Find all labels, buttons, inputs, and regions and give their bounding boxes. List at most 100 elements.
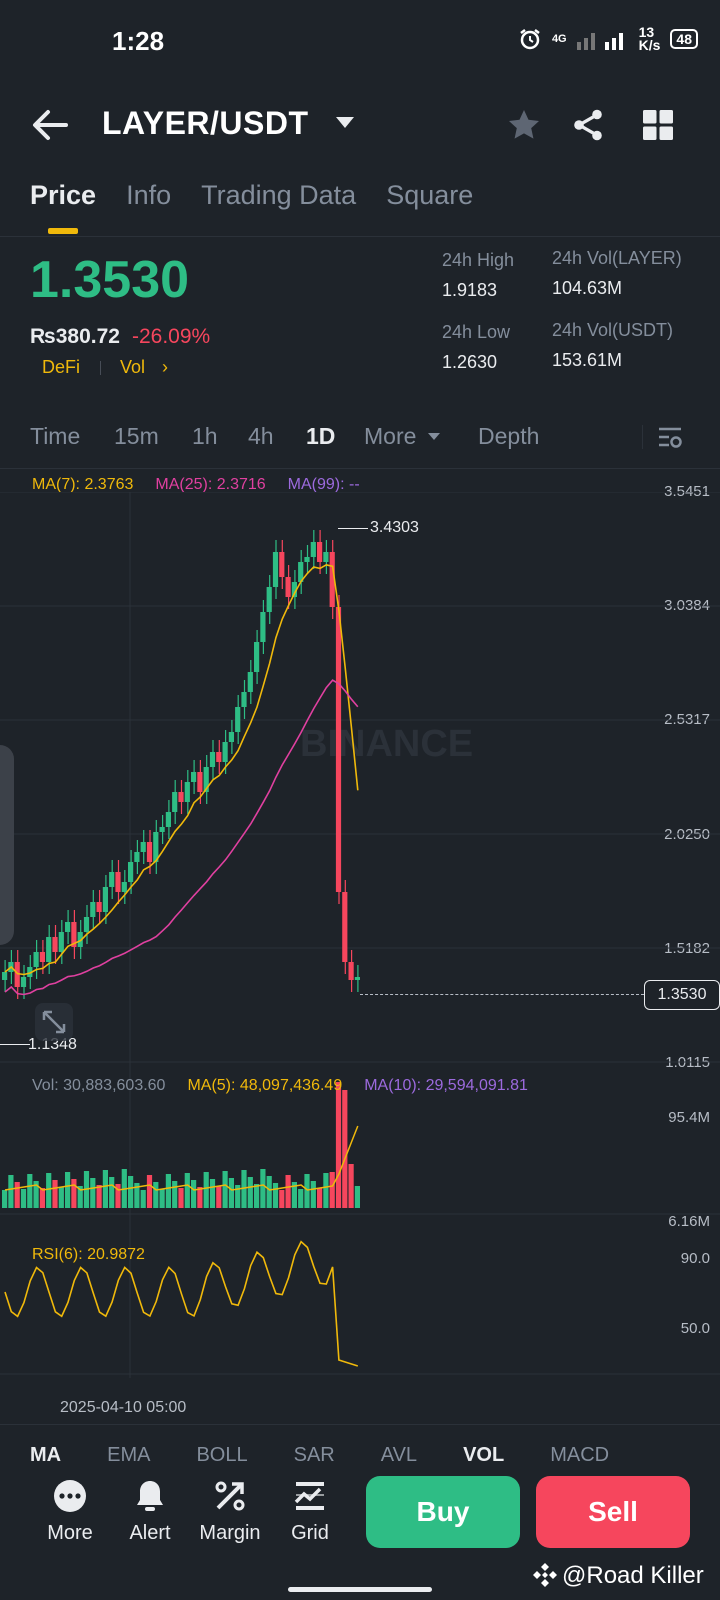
candle-body	[52, 937, 58, 952]
tab-square[interactable]: Square	[386, 180, 474, 210]
interval-depth[interactable]: Depth	[478, 423, 540, 449]
network-type: 4G	[551, 33, 567, 45]
candle-body	[209, 752, 216, 767]
side-drawer-handle[interactable]	[0, 745, 14, 945]
star-icon[interactable]	[506, 107, 542, 143]
volume-bar	[90, 1178, 96, 1208]
low-label: 24h Low	[442, 322, 511, 342]
expand-icon[interactable]	[34, 1002, 74, 1042]
indicator-vol[interactable]: VOL	[463, 1444, 505, 1466]
interval-1h[interactable]: 1h	[192, 423, 218, 449]
speed-value: 13	[638, 24, 655, 40]
speed-unit: K/s	[638, 37, 661, 53]
pair-dropdown-icon[interactable]	[336, 117, 354, 128]
current-price-line	[360, 994, 644, 995]
volume-bar	[27, 1174, 33, 1208]
indicator-macd[interactable]: MACD	[550, 1444, 610, 1466]
volume-bar	[46, 1173, 52, 1208]
buy-button[interactable]: Buy	[366, 1476, 520, 1548]
header: LAYER/USDT	[0, 95, 720, 155]
volume-bar	[335, 1082, 342, 1208]
grid-button[interactable]: Grid	[270, 1478, 350, 1545]
indicator-ma[interactable]: MA	[30, 1444, 62, 1466]
vol-layer-value: 104.63M	[552, 278, 623, 298]
sell-button[interactable]: Sell	[536, 1476, 690, 1548]
divider	[0, 1424, 720, 1425]
home-indicator[interactable]	[288, 1587, 432, 1592]
candle-body	[191, 772, 197, 782]
more-caret-icon[interactable]	[428, 433, 440, 440]
interval-divider	[642, 425, 643, 449]
vol-usdt-label: 24h Vol(USDT)	[552, 320, 674, 340]
candle-body	[279, 552, 285, 577]
chart-watermark: BINANCE	[300, 723, 473, 765]
volume-bar	[184, 1173, 190, 1208]
tab-trading-data[interactable]: Trading Data	[201, 180, 357, 210]
tab-price[interactable]: Price	[30, 180, 97, 210]
candle-body	[115, 872, 121, 892]
current-price-tag: 1.3530	[644, 980, 720, 1010]
margin-button[interactable]: Margin	[190, 1478, 270, 1545]
candlestick-chart[interactable]: BINANCE	[0, 492, 720, 1412]
candle-body	[342, 892, 348, 962]
more-button[interactable]: More	[30, 1478, 110, 1545]
candle-body	[71, 922, 77, 947]
alert-label: Alert	[129, 1522, 171, 1544]
volume-bar	[115, 1184, 121, 1208]
volume-bar	[216, 1186, 222, 1208]
indicator-boll[interactable]: BOLL	[196, 1444, 248, 1466]
alert-button[interactable]: Alert	[110, 1478, 190, 1545]
volume-bar	[65, 1172, 71, 1208]
candle-body	[260, 612, 266, 642]
interval-4h[interactable]: 4h	[248, 423, 274, 449]
candle-body	[228, 732, 234, 742]
pair-title[interactable]: LAYER/USDT	[102, 105, 309, 141]
interval-more[interactable]: More	[364, 423, 417, 449]
grid-menu-icon[interactable]	[640, 107, 676, 143]
volume-bar	[279, 1190, 285, 1208]
volume-bar	[172, 1181, 178, 1208]
candle-body	[266, 587, 272, 612]
volume-bar	[241, 1170, 247, 1208]
candle-body	[83, 917, 90, 932]
chart-settings-icon[interactable]	[656, 425, 684, 451]
indicator-ema[interactable]: EMA	[107, 1444, 151, 1466]
candle-body	[335, 607, 342, 892]
volume-bar	[285, 1175, 291, 1208]
volume-bar	[33, 1181, 39, 1208]
tag-vol[interactable]: Vol	[120, 357, 146, 377]
candle-body	[272, 552, 279, 587]
candle-body	[348, 962, 354, 980]
volume-bar	[140, 1190, 146, 1208]
interval-15m[interactable]: 15m	[114, 423, 159, 449]
battery-icon: 48	[670, 29, 698, 49]
volume-bar	[146, 1175, 153, 1208]
volume-bar	[2, 1190, 8, 1208]
volume-bar	[52, 1180, 58, 1208]
interval-1d[interactable]: 1D	[306, 423, 336, 449]
candle-body	[323, 552, 329, 562]
interval-time[interactable]: Time	[30, 423, 81, 449]
share-icon[interactable]	[570, 107, 606, 143]
indicator-sar[interactable]: SAR	[293, 1444, 335, 1466]
volume-bar	[272, 1183, 279, 1208]
more-dots-icon	[54, 1480, 86, 1512]
indicator-avl[interactable]: AVL	[380, 1444, 418, 1466]
back-arrow-icon[interactable]	[30, 107, 70, 143]
volume-axis-label: 6.16M	[668, 1213, 710, 1230]
candle-body	[77, 932, 83, 947]
candle-body	[46, 937, 52, 962]
volume-bar	[260, 1169, 266, 1208]
tag-defi[interactable]: DeFi	[42, 357, 81, 377]
high-label: 24h High	[442, 250, 515, 270]
tab-info[interactable]: Info	[126, 180, 172, 210]
candle-body	[235, 707, 241, 732]
volume-bar	[39, 1188, 45, 1208]
volume-bar	[348, 1164, 354, 1208]
volume-bar	[317, 1188, 323, 1208]
rsi-axis-label: 50.0	[680, 1320, 710, 1337]
tag-vol-arrow-icon[interactable]: ›	[162, 357, 168, 377]
candle-body	[184, 782, 190, 802]
volume-bar	[209, 1179, 216, 1208]
tab-underline	[48, 228, 78, 234]
